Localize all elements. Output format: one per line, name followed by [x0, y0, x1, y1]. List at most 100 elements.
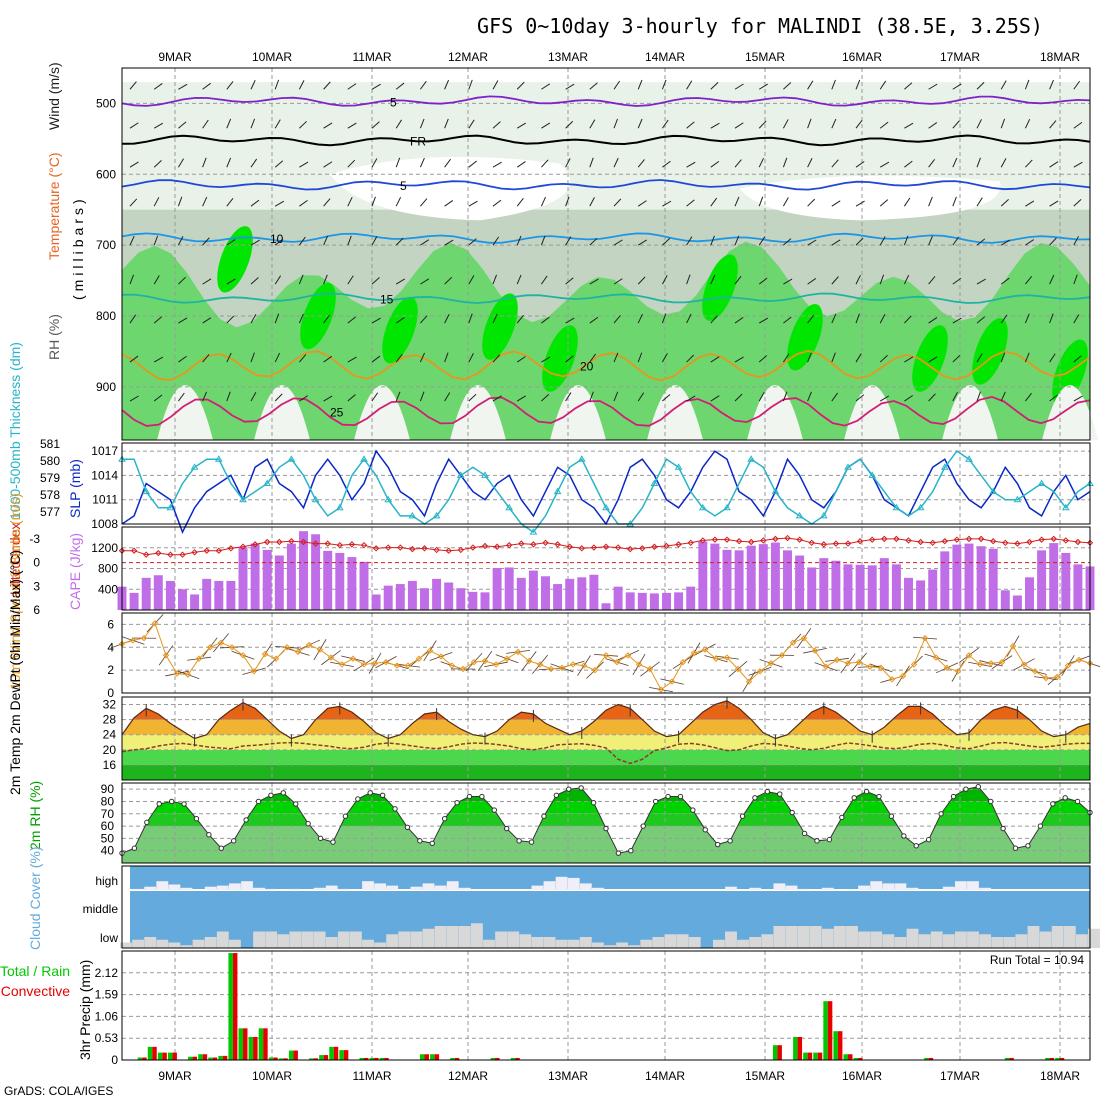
cloud-low-bar — [604, 945, 616, 948]
cape-bar — [395, 584, 405, 610]
cloud-low-bar — [979, 934, 992, 948]
wind-barb — [153, 394, 163, 402]
cloud-low-bar — [289, 931, 302, 948]
slp-line — [121, 449, 1091, 534]
wind-barb — [153, 122, 164, 129]
wind-barb — [202, 157, 207, 168]
wind-barb — [904, 315, 912, 324]
rh-marker — [541, 813, 547, 819]
wind-barb — [613, 118, 619, 129]
wind-barb — [347, 275, 354, 285]
cape-bar — [202, 578, 212, 610]
temperature-ylabel: Temperature (°C) — [46, 152, 62, 260]
wind-barb — [250, 352, 255, 363]
wind-barb — [347, 159, 356, 168]
cloud-low-bar — [398, 931, 411, 948]
cloud-high-bar — [785, 885, 798, 890]
cloud-low-bar — [1039, 931, 1052, 948]
y-tick-label: 70 — [101, 807, 115, 821]
cape-bar — [1049, 543, 1059, 610]
cape-bar — [262, 549, 272, 610]
rh-marker — [925, 836, 932, 843]
wind-speed-marker — [294, 648, 302, 656]
panel-frame — [121, 442, 1091, 525]
precip-legend-convective: Convective — [1, 983, 70, 999]
wind-barb — [541, 83, 551, 90]
cape-bar — [1061, 552, 1071, 610]
wind-barb — [855, 274, 861, 285]
cape-bar — [625, 592, 635, 610]
precip-total-bar — [157, 1052, 163, 1060]
wind-barb — [274, 119, 281, 129]
precip-convective-bar — [827, 1001, 833, 1060]
thickness-marker — [360, 455, 368, 462]
wind-barb — [250, 314, 257, 324]
y-tick-label: 80 — [101, 794, 115, 808]
wind-barb — [250, 79, 256, 90]
wind-speed-marker — [283, 644, 291, 651]
cape-bar — [964, 543, 974, 610]
wind-speed-marker — [888, 676, 896, 683]
wind-barb — [734, 316, 744, 324]
wind-barb — [274, 79, 280, 90]
wind-barb — [202, 119, 209, 129]
precip-convective-bar — [807, 1052, 813, 1060]
wind-barb — [1024, 118, 1031, 129]
cape-bar — [928, 569, 938, 610]
wind-barb — [516, 235, 522, 246]
top-date-label: 11MAR — [352, 50, 391, 64]
wind-barb — [420, 278, 430, 285]
cape-bar — [347, 557, 357, 610]
wind-barb — [565, 196, 570, 207]
wind-barb — [734, 356, 744, 363]
li-marker — [239, 543, 247, 550]
wind-barb — [952, 236, 960, 246]
wind-speed-marker — [415, 655, 423, 662]
wind-barb — [565, 277, 574, 285]
rh-marker — [168, 798, 175, 805]
thickness-marker — [481, 471, 489, 478]
wind-barb — [710, 274, 716, 285]
y-tick-label: 1017 — [91, 444, 118, 458]
isotherm-line — [121, 232, 1091, 244]
cloud-high-bar — [858, 885, 871, 890]
precip-total-bar — [1004, 1057, 1010, 1060]
wind-barb — [444, 313, 450, 324]
precip-convective-bar — [928, 1057, 934, 1060]
li-marker — [929, 539, 936, 547]
wind-barb — [686, 395, 696, 402]
wind-barb — [613, 352, 619, 363]
rh-marker — [1025, 843, 1031, 849]
wind-barb — [686, 121, 695, 129]
wind-barb — [758, 236, 766, 246]
wind-barb — [371, 158, 378, 168]
cape-bar — [649, 593, 659, 610]
wind-barb — [637, 276, 646, 285]
wind-speed-marker — [833, 656, 841, 664]
wind-speed-marker — [316, 646, 324, 653]
cloud-low-bar — [749, 937, 762, 948]
wind-speed-marker — [701, 646, 709, 653]
li-marker — [360, 541, 368, 549]
precip-convective-bar — [454, 1057, 460, 1060]
rh-marker — [677, 793, 684, 800]
wind-barb — [177, 392, 185, 402]
upper-air-ylabels: RH (%) Temperature (°C) Wind (m/s) (mill… — [46, 62, 86, 360]
rh-clear-patch — [740, 175, 1001, 221]
wind-speed-marker — [470, 658, 478, 666]
cloud-low-bar — [265, 931, 278, 948]
wind-barb — [855, 79, 861, 90]
panel-frame — [121, 782, 1091, 864]
rh-marker — [578, 785, 584, 791]
rh-marker — [901, 833, 907, 839]
precip-total-bar — [1055, 1057, 1060, 1060]
cloud-high-bar — [362, 881, 374, 890]
rh-bright-plume — [972, 318, 1008, 385]
cloud-high-bar — [870, 881, 883, 890]
precip-convective-bar — [384, 1057, 389, 1060]
wind-speed-marker — [800, 634, 808, 642]
rh-bright-plume — [217, 226, 253, 293]
wind-barb — [1073, 121, 1083, 129]
wind-barb — [807, 314, 815, 324]
precip-convective-bar — [434, 1054, 440, 1060]
